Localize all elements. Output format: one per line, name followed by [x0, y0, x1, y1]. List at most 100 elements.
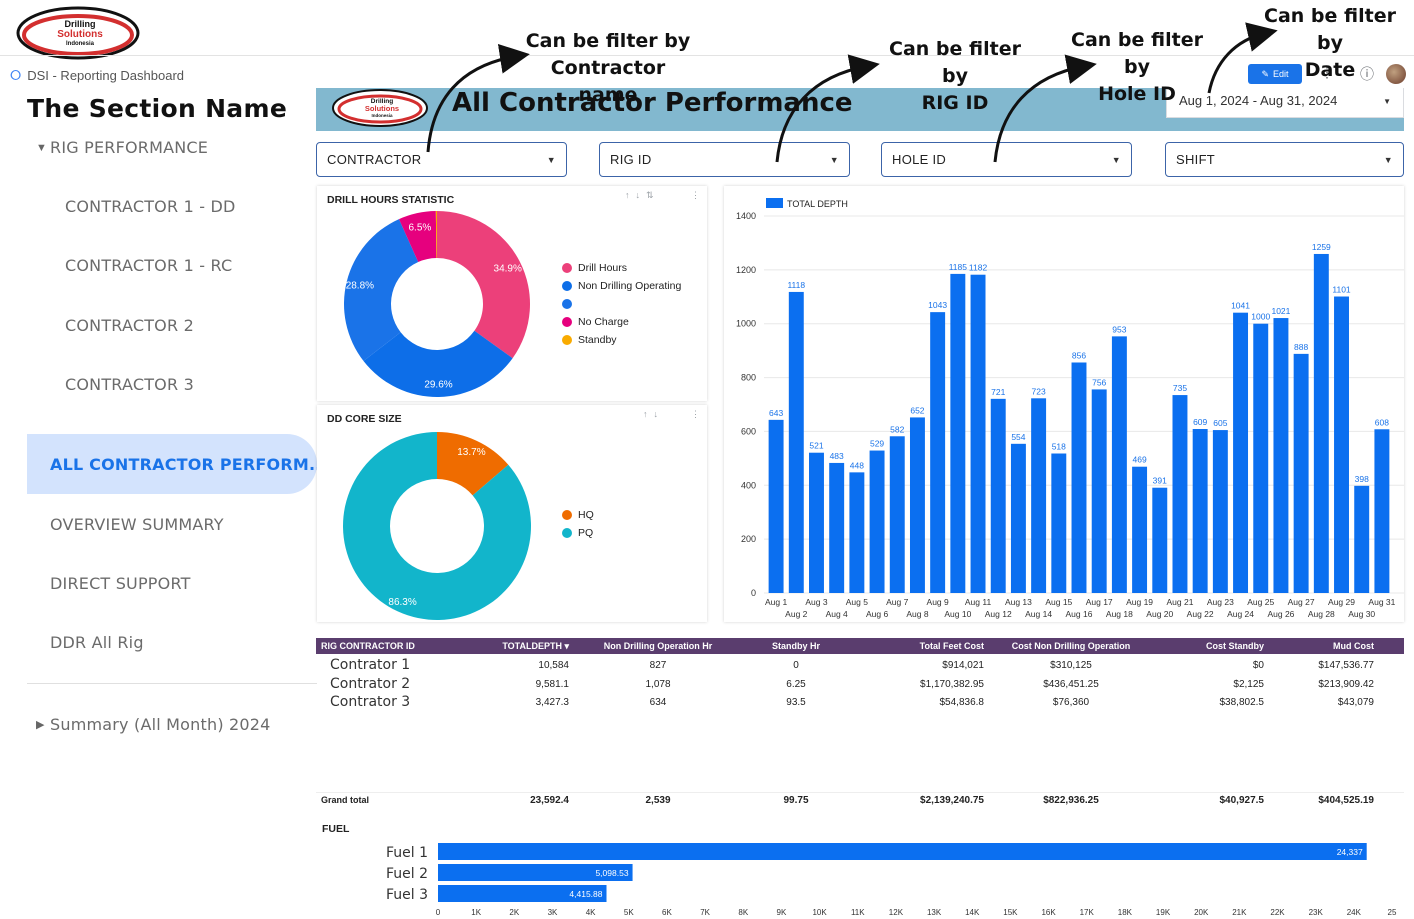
donut-slice-3[interactable] — [398, 211, 437, 263]
bar-aug-21[interactable] — [1172, 395, 1188, 593]
fuel-bar-2[interactable] — [438, 864, 633, 881]
bar-aug-30[interactable] — [1354, 485, 1370, 593]
bar-aug-25[interactable] — [1253, 323, 1269, 593]
legend-item[interactable]: Non Drilling Operating — [562, 277, 681, 295]
rig-id-filter[interactable]: RIG ID ▼ — [599, 142, 850, 177]
bar-aug-20[interactable] — [1152, 487, 1168, 593]
table-header-cell[interactable]: Non Drilling Operation Hr — [603, 641, 713, 651]
avatar[interactable] — [1386, 64, 1406, 84]
table-header-cell[interactable]: Cost Standby — [1205, 641, 1264, 651]
bar-aug-1[interactable] — [768, 419, 784, 593]
more-vert-icon[interactable]: ⋮ — [1320, 64, 1334, 80]
drill-hours-legend: Drill Hours Non Drilling Operating No Char… — [562, 259, 681, 349]
bar-aug-29[interactable] — [1334, 296, 1349, 593]
bar-aug-22[interactable] — [1192, 429, 1208, 593]
donut-slice-0[interactable] — [437, 432, 509, 496]
sidebar-page-ddr-all-rig[interactable]: DDR All Rig — [50, 633, 144, 652]
table-header-cell[interactable]: RIG CONTRACTOR ID — [321, 641, 415, 651]
legend-dot — [562, 317, 572, 327]
bar-aug-16[interactable] — [1071, 362, 1087, 593]
table-row[interactable]: Contrator 2 9,581.1 1,078 6.25 $1,170,382.95… — [316, 676, 1404, 695]
bar-aug-26[interactable] — [1273, 318, 1289, 593]
sidebar-item-contractor-1-dd[interactable]: CONTRACTOR 1 - DD — [65, 197, 236, 216]
sidebar-group-rig-performance[interactable]: RIG PERFORMANCE — [50, 138, 209, 157]
bar-aug-6[interactable] — [869, 450, 885, 593]
bar-aug-8[interactable] — [909, 417, 925, 593]
bar-aug-2[interactable] — [788, 291, 804, 593]
sidebar-item-contractor-1-rc[interactable]: CONTRACTOR 1 - RC — [65, 256, 233, 275]
sidebar-page-all-contractor[interactable]: ALL CONTRACTOR PERFORM... — [50, 455, 328, 474]
contractor-table: RIG CONTRACTOR ID TOTALDEPTH ▾ Non Drillin… — [316, 638, 1404, 808]
legend-dot — [562, 335, 572, 345]
fuel-x-tick: 7K — [700, 908, 710, 917]
donut-label-3: 6.5% — [409, 222, 432, 233]
bar-value-label: 483 — [830, 451, 844, 461]
bar-aug-23[interactable] — [1212, 430, 1228, 593]
more-vert-icon[interactable]: ⋮ — [691, 409, 706, 419]
bar-value-label: 723 — [1032, 386, 1046, 396]
bar-aug-24[interactable] — [1233, 312, 1249, 593]
table-header-cell[interactable]: Mud Cost — [1333, 641, 1374, 651]
sidebar-page-direct-support[interactable]: DIRECT SUPPORT — [50, 574, 191, 593]
bar-aug-15[interactable] — [1051, 453, 1067, 593]
legend-item[interactable]: No Charge — [562, 313, 681, 331]
donut-slice-2[interactable] — [344, 219, 419, 362]
top-divider — [0, 55, 1414, 56]
legend-item[interactable]: Drill Hours — [562, 259, 681, 277]
table-cell: $914,021 — [942, 660, 984, 671]
fuel-bar-1[interactable] — [438, 843, 1367, 860]
donut-slice-1[interactable] — [363, 330, 513, 397]
bar-aug-11[interactable] — [970, 274, 986, 593]
table-header-cell[interactable]: TOTALDEPTH ▾ — [502, 641, 569, 651]
legend-item[interactable]: Standby — [562, 331, 681, 349]
x-tick-label: Aug 15 — [1045, 597, 1072, 607]
shift-filter[interactable]: SHIFT ▼ — [1165, 142, 1404, 177]
bar-aug-14[interactable] — [1031, 398, 1047, 593]
donut-slice-1[interactable] — [343, 432, 531, 620]
caret-down-icon[interactable]: ▼ — [36, 142, 47, 154]
bar-aug-3[interactable] — [809, 452, 824, 593]
table-row[interactable]: Contrator 3 3,427.3 634 93.5 $54,836.8 $76,36… — [316, 694, 1404, 713]
legend-item[interactable]: PQ — [562, 524, 594, 542]
legend-item[interactable]: HQ — [562, 506, 594, 524]
bar-aug-13[interactable] — [1010, 443, 1026, 593]
legend-dot — [562, 263, 572, 273]
sidebar-summary-2024[interactable]: Summary (All Month) 2024 — [50, 715, 271, 734]
table-row[interactable]: Contrator 1 10,584 827 0 $914,021 $310,125 $0 $… — [316, 657, 1404, 676]
help-icon[interactable]: ⓘ — [1360, 66, 1374, 82]
sort-icons[interactable]: ↑↓⇅ — [625, 190, 660, 200]
bar-aug-27[interactable] — [1293, 353, 1309, 593]
bar-aug-5[interactable] — [849, 472, 865, 593]
bar-aug-28[interactable] — [1313, 253, 1329, 593]
bar-aug-12[interactable] — [990, 398, 1006, 593]
table-header-cell[interactable]: Standby Hr — [771, 641, 820, 651]
chevron-down-icon: ▼ — [1383, 97, 1391, 106]
app-title[interactable]: ⭘ DSI - Reporting Dashboard — [10, 67, 184, 84]
sidebar-item-contractor-3[interactable]: CONTRACTOR 3 — [65, 375, 194, 394]
bar-aug-10[interactable] — [950, 273, 966, 593]
sidebar-item-contractor-2[interactable]: CONTRACTOR 2 — [65, 316, 194, 335]
table-header-cell[interactable]: Total Feet Cost — [919, 641, 984, 651]
bar-aug-9[interactable] — [930, 312, 946, 593]
fuel-bar-3[interactable] — [438, 885, 607, 902]
donut-slice-0[interactable] — [437, 211, 530, 359]
sidebar-page-overview-summary[interactable]: OVERVIEW SUMMARY — [50, 515, 224, 534]
table-cell: $54,836.8 — [939, 697, 985, 708]
more-vert-icon[interactable]: ⋮ — [691, 190, 706, 200]
caret-right-icon[interactable]: ▶ — [36, 719, 45, 731]
bar-aug-31[interactable] — [1374, 429, 1390, 593]
donut-slice-4[interactable] — [435, 211, 437, 259]
table-header-cell[interactable]: Cost Non Drilling Operation — [1011, 641, 1131, 651]
sort-icons[interactable]: ↑↓ — [643, 409, 664, 419]
date-range-picker[interactable]: Aug 1, 2024 - Aug 31, 2024 ▼ — [1166, 88, 1404, 118]
x-tick-label: Aug 4 — [826, 609, 848, 619]
bar-aug-4[interactable] — [829, 462, 845, 593]
bar-aug-17[interactable] — [1091, 389, 1107, 593]
bar-aug-19[interactable] — [1132, 466, 1148, 593]
hole-id-filter[interactable]: HOLE ID ▼ — [881, 142, 1132, 177]
bar-aug-7[interactable] — [889, 436, 905, 593]
bar-aug-18[interactable] — [1111, 336, 1127, 593]
legend-label: HQ — [578, 509, 594, 521]
legend-item[interactable] — [562, 295, 681, 313]
contractor-filter[interactable]: CONTRACTOR ▼ — [316, 142, 567, 177]
